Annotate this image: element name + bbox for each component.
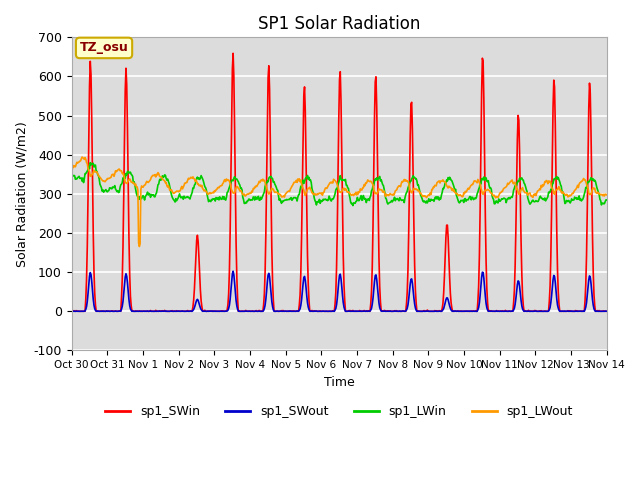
sp1_SWout xyxy=(68,308,76,314)
Text: TZ_osu: TZ_osu xyxy=(79,41,129,54)
sp1_SWin xyxy=(133,308,141,314)
sp1_LWout xyxy=(68,167,76,173)
sp1_SWin xyxy=(216,308,223,314)
sp1_SWin xyxy=(68,308,76,314)
sp1_LWin xyxy=(77,175,85,181)
sp1_LWout xyxy=(136,244,143,250)
sp1_LWout xyxy=(77,156,85,162)
sp1_SWin xyxy=(603,308,611,314)
sp1_SWin xyxy=(188,308,195,314)
sp1_LWin xyxy=(603,197,611,203)
sp1_LWin xyxy=(188,192,195,197)
sp1_LWout xyxy=(421,193,429,199)
Line: sp1_LWin: sp1_LWin xyxy=(72,163,607,205)
sp1_SWout xyxy=(78,308,86,314)
sp1_SWout xyxy=(229,268,237,274)
Line: sp1_SWout: sp1_SWout xyxy=(72,271,607,311)
sp1_SWout xyxy=(406,289,413,295)
sp1_SWin xyxy=(406,181,413,187)
sp1_SWin xyxy=(68,308,76,314)
sp1_LWin xyxy=(349,203,356,208)
sp1_SWin xyxy=(229,50,237,56)
X-axis label: Time: Time xyxy=(324,376,355,389)
sp1_SWout xyxy=(188,308,195,314)
sp1_LWin xyxy=(216,194,223,200)
sp1_SWout xyxy=(421,308,429,314)
sp1_SWout xyxy=(216,308,223,314)
sp1_LWout xyxy=(603,192,611,198)
sp1_LWin xyxy=(133,193,141,199)
sp1_LWin xyxy=(86,160,94,166)
sp1_LWout xyxy=(133,184,141,190)
sp1_LWout xyxy=(78,154,86,160)
sp1_LWin xyxy=(68,174,76,180)
sp1_LWout xyxy=(406,185,413,191)
Title: SP1 Solar Radiation: SP1 Solar Radiation xyxy=(258,15,420,33)
Y-axis label: Solar Radiation (W/m2): Solar Radiation (W/m2) xyxy=(15,121,28,267)
sp1_LWout xyxy=(188,175,196,181)
sp1_LWout xyxy=(216,183,224,189)
sp1_SWout xyxy=(68,308,76,314)
sp1_LWin xyxy=(406,180,413,186)
sp1_LWin xyxy=(421,199,429,205)
sp1_SWout xyxy=(603,308,611,314)
sp1_SWout xyxy=(133,308,141,314)
sp1_SWin xyxy=(78,308,86,314)
Line: sp1_LWout: sp1_LWout xyxy=(72,157,607,247)
Line: sp1_SWin: sp1_SWin xyxy=(72,53,607,311)
Legend: sp1_SWin, sp1_SWout, sp1_LWin, sp1_LWout: sp1_SWin, sp1_SWout, sp1_LWin, sp1_LWout xyxy=(100,400,578,423)
sp1_SWin xyxy=(421,308,429,314)
